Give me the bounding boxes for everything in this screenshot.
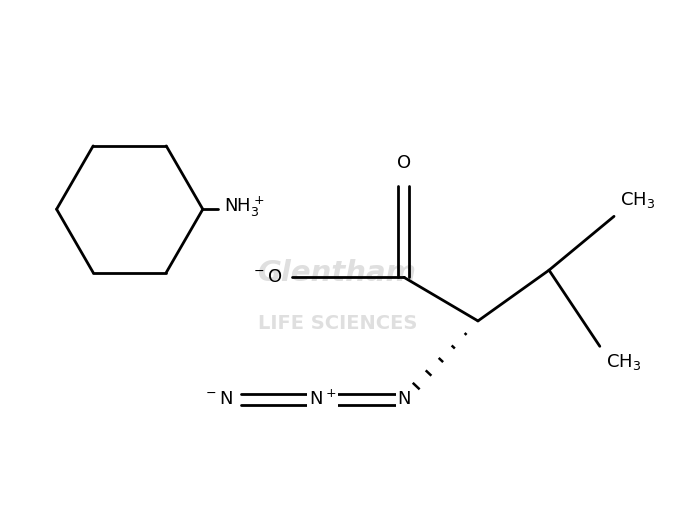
Text: LIFE SCIENCES: LIFE SCIENCES — [258, 315, 418, 333]
Text: NH$_3^+$: NH$_3^+$ — [224, 195, 264, 219]
Text: O: O — [397, 154, 411, 172]
Text: CH$_3$: CH$_3$ — [620, 190, 656, 210]
Text: $^-$O: $^-$O — [251, 268, 282, 287]
Text: Glentham: Glentham — [258, 259, 418, 287]
Text: $^-$N: $^-$N — [203, 390, 233, 408]
Text: CH$_3$: CH$_3$ — [606, 353, 641, 372]
Text: N: N — [397, 390, 411, 408]
Text: N$^+$: N$^+$ — [309, 389, 336, 409]
